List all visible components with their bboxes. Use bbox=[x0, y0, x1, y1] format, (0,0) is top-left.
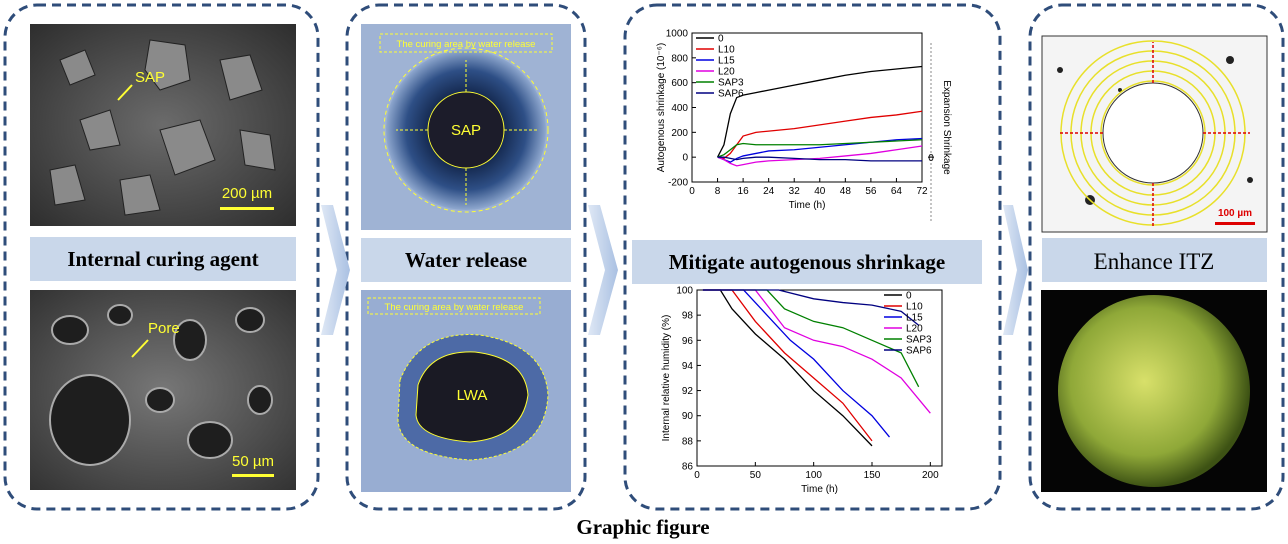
x-tick-label: 24 bbox=[763, 186, 775, 197]
itz-microscope-image bbox=[1041, 290, 1267, 492]
x-tick-label: 100 bbox=[805, 470, 822, 481]
x-tick-label: 150 bbox=[864, 470, 881, 481]
y-tick-label: 800 bbox=[671, 53, 688, 64]
image-annotation: SAP bbox=[135, 69, 165, 86]
y-tick-label: 88 bbox=[682, 436, 694, 447]
y-tick-label: 90 bbox=[682, 411, 694, 422]
panel-label: Mitigate autogenous shrinkage bbox=[669, 250, 946, 274]
y-tick-label: 96 bbox=[682, 336, 694, 347]
x-tick-label: 50 bbox=[750, 470, 762, 481]
image-annotation: The curing area by water release bbox=[397, 39, 536, 50]
legend-label: SAP3 bbox=[718, 78, 744, 89]
y-tick-label: 86 bbox=[682, 462, 694, 473]
data-line bbox=[718, 146, 922, 166]
y-tick-label: 100 bbox=[676, 286, 693, 297]
y-tick-label: 600 bbox=[671, 78, 688, 89]
data-line bbox=[703, 290, 872, 446]
x-tick-label: 72 bbox=[916, 186, 928, 197]
x-axis-label: Time (h) bbox=[789, 200, 826, 211]
x-tick-label: 16 bbox=[738, 186, 750, 197]
image-annotation: The curing area by water release bbox=[385, 302, 524, 313]
x-tick-label: 8 bbox=[715, 186, 721, 197]
sem-image-sap: SAP 200 µm bbox=[30, 24, 296, 226]
y-tick-label: 92 bbox=[682, 386, 694, 397]
x-axis-label: Time (h) bbox=[801, 484, 838, 495]
scale-label: 50 µm bbox=[232, 453, 274, 470]
panel-label: Enhance ITZ bbox=[1094, 249, 1215, 274]
sem-image-pore: Pore 50 µm bbox=[30, 290, 296, 490]
legend-label: L10 bbox=[906, 302, 923, 313]
microscope-image-sap: The curing area by water release SAP bbox=[361, 24, 571, 230]
y2-tick-label: 0 bbox=[928, 153, 934, 164]
x-tick-label: 0 bbox=[694, 470, 700, 481]
data-line bbox=[718, 111, 922, 158]
x-tick-label: 200 bbox=[922, 470, 939, 481]
y-tick-label: 200 bbox=[671, 128, 688, 139]
y2-axis-label: Expansion Shrinkage bbox=[941, 80, 952, 175]
legend-label: SAP3 bbox=[906, 335, 932, 346]
y-tick-label: 400 bbox=[671, 103, 688, 114]
legend-label: SAP6 bbox=[906, 346, 932, 357]
panel-label: Internal curing agent bbox=[67, 247, 258, 271]
x-tick-label: 32 bbox=[789, 186, 801, 197]
caption: Graphic figure bbox=[576, 515, 709, 539]
legend-label: 0 bbox=[718, 34, 724, 45]
legend-label: L20 bbox=[718, 67, 735, 78]
data-line bbox=[703, 290, 931, 413]
scale-label: 200 µm bbox=[222, 185, 272, 202]
legend-label: L10 bbox=[718, 45, 735, 56]
image-annotation: SAP bbox=[451, 122, 481, 139]
legend-label: SAP6 bbox=[718, 89, 744, 100]
data-line bbox=[718, 157, 922, 161]
legend-label: L15 bbox=[718, 56, 735, 67]
y-tick-label: 1000 bbox=[666, 29, 689, 40]
image-annotation: Pore bbox=[148, 320, 180, 337]
y-tick-label: 98 bbox=[682, 311, 694, 322]
y-axis-label: Autogenous shrinkage (10⁻⁶) bbox=[656, 43, 667, 172]
x-tick-label: 0 bbox=[689, 186, 695, 197]
scale-label: 100 µm bbox=[1218, 208, 1252, 219]
x-tick-label: 48 bbox=[840, 186, 852, 197]
legend-label: L15 bbox=[906, 313, 923, 324]
itz-image: 100 µm bbox=[1042, 36, 1267, 232]
panel-label: Water release bbox=[405, 248, 527, 272]
x-tick-label: 64 bbox=[891, 186, 903, 197]
legend-label: L20 bbox=[906, 324, 923, 335]
x-tick-label: 40 bbox=[814, 186, 826, 197]
microscope-image-lwa: The curing area by water release LWA bbox=[361, 290, 571, 492]
y-tick-label: -200 bbox=[668, 178, 688, 189]
y-axis-label: Internal relative humidity (%) bbox=[661, 315, 672, 442]
x-tick-label: 56 bbox=[865, 186, 877, 197]
legend-label: 0 bbox=[906, 291, 912, 302]
image-annotation: LWA bbox=[457, 387, 488, 404]
graphic-abstract: SAP 200 µm Internal curing agent Pore 50… bbox=[0, 0, 1288, 544]
y-tick-label: 94 bbox=[682, 361, 694, 372]
data-line bbox=[703, 290, 872, 441]
y-tick-label: 0 bbox=[682, 153, 688, 164]
